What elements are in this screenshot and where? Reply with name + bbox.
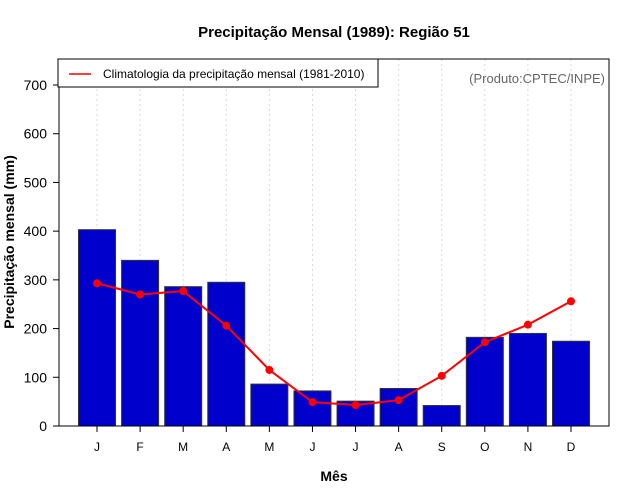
x-tick-label: O — [480, 440, 489, 454]
climatology-point-10 — [523, 320, 532, 329]
legend-box — [57, 58, 379, 88]
x-tick-label: N — [524, 440, 533, 454]
x-axis-label: Mês — [320, 468, 347, 484]
bar-11 — [552, 340, 590, 427]
climatology-point-9 — [480, 338, 489, 347]
x-tick-label: D — [567, 440, 576, 454]
y-tick-label: 0 — [39, 418, 47, 434]
climatology-point-4 — [265, 365, 274, 374]
climatology-point-2 — [179, 287, 188, 296]
legend: Climatologia da precipitação mensal (198… — [57, 58, 379, 88]
bar-3 — [207, 281, 246, 427]
bar-10 — [508, 332, 547, 427]
climatology-point-1 — [136, 290, 145, 299]
bar-9 — [465, 336, 504, 427]
x-tick-label: J — [309, 440, 315, 454]
y-tick-label: 700 — [24, 77, 48, 93]
bar-2 — [164, 286, 203, 427]
y-tick-label: 400 — [24, 223, 48, 239]
climatology-point-7 — [394, 396, 403, 405]
x-tick-label: A — [222, 440, 230, 454]
x-tick-label: M — [178, 440, 188, 454]
x-tick-label: S — [438, 440, 446, 454]
credit-annotation: (Produto:CPTEC/INPE) — [469, 71, 605, 86]
climatology-point-6 — [351, 401, 360, 410]
x-tick-label: J — [353, 440, 359, 454]
x-tick-label: A — [395, 440, 403, 454]
climatology-point-3 — [222, 321, 231, 330]
chart-title: Precipitação Mensal (1989): Região 51 — [198, 24, 470, 41]
y-tick-label: 500 — [24, 174, 48, 190]
y-axis-label: Precipitação mensal (mm) — [1, 155, 17, 329]
bar-series — [78, 229, 590, 427]
bar-7 — [379, 387, 418, 427]
x-tick-label: J — [94, 440, 100, 454]
climatology-point-5 — [308, 398, 317, 407]
climatology-point-0 — [93, 279, 101, 288]
y-axis: 0 100 200 300 400 500 600 700 — [24, 77, 60, 434]
y-tick-label: 200 — [24, 321, 48, 337]
y-tick-label: 300 — [24, 272, 48, 288]
x-tick-label: M — [264, 440, 274, 454]
y-tick-label: 600 — [24, 126, 48, 142]
y-tick-label: 100 — [24, 369, 48, 385]
climatology-point-8 — [437, 371, 446, 380]
bar-4 — [250, 383, 289, 427]
bar-5 — [293, 390, 332, 427]
climatology-line — [96, 282, 572, 407]
x-tick-label: F — [136, 440, 143, 454]
bar-0 — [78, 229, 116, 427]
bar-1 — [121, 259, 160, 427]
bar-8 — [422, 405, 461, 427]
legend-label-climatology: Climatologia da precipitação mensal (198… — [103, 67, 364, 81]
climatology-point-11 — [567, 297, 575, 306]
climatology-line-series — [93, 279, 575, 410]
